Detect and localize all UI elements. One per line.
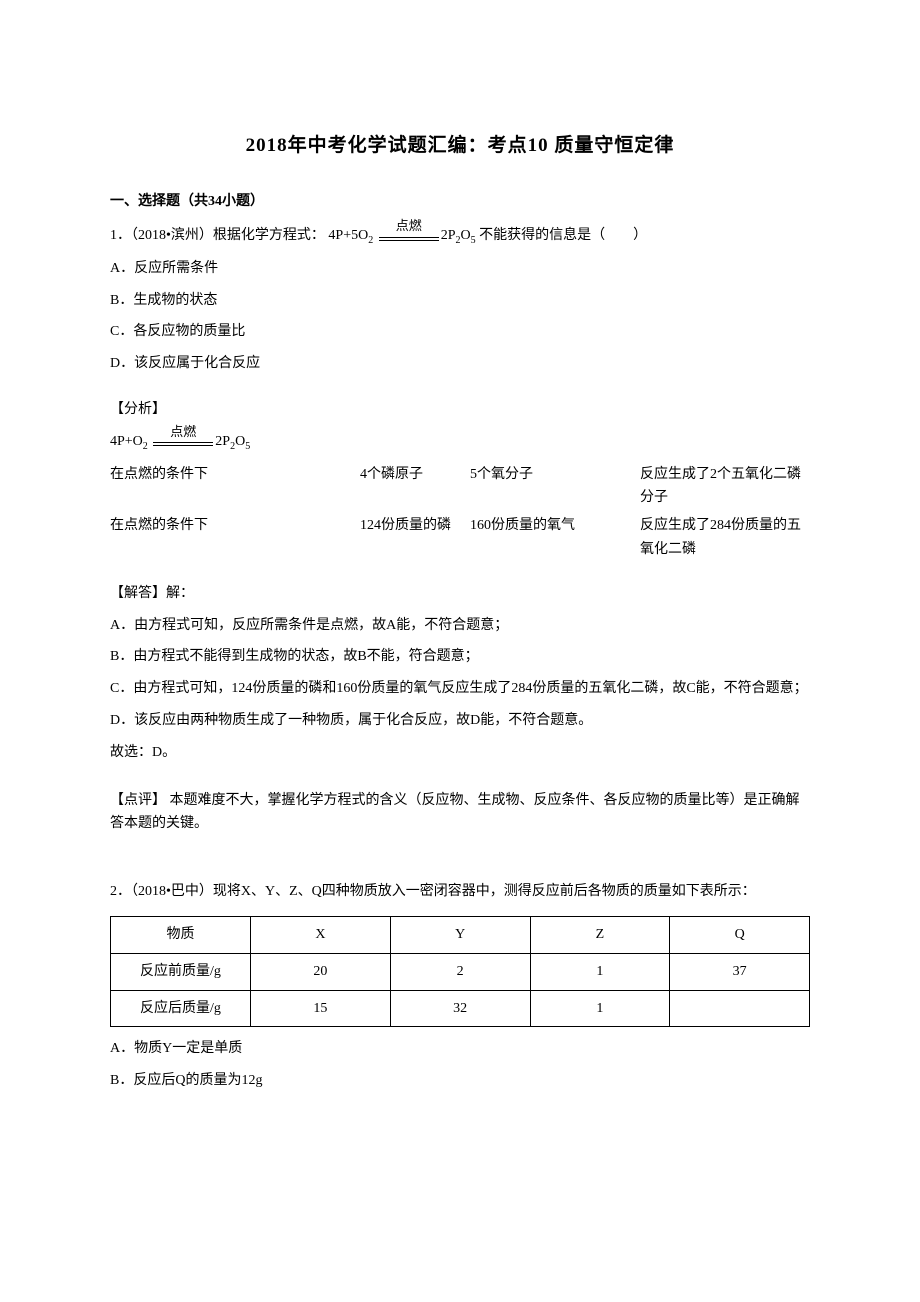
- q2-table: 物质 X Y Z Q 反应前质量/g 20 2 1 37 反应后质量/g 15 …: [110, 916, 810, 1027]
- table-cell: 32: [390, 990, 530, 1027]
- analysis-label: 【分析】: [110, 398, 810, 422]
- solution-label: 【解答】解：: [110, 582, 810, 606]
- q2-opt-b: B．反应后Q的质量为12g: [110, 1069, 810, 1093]
- solution-block: 【解答】解： A．由方程式可知，反应所需条件是点燃，故A能，不符合题意； B．由…: [110, 582, 810, 765]
- q1-prefix: 1．（2018•滨州）根据化学方程式：: [110, 228, 325, 243]
- q2-block: 2．（2018•巴中）现将X、Y、Z、Q四种物质放入一密闭容器中，测得反应前后各…: [110, 880, 810, 1093]
- table-cell: 15: [251, 990, 391, 1027]
- table-header-0: 物质: [111, 917, 251, 954]
- section-header: 一、选择题（共34小题）: [110, 190, 810, 214]
- solution-b: B．由方程式不能得到生成物的状态，故B不能，符合题意；: [110, 645, 810, 669]
- q2-intro: 2．（2018•巴中）现将X、Y、Z、Q四种物质放入一密闭容器中，测得反应前后各…: [110, 880, 810, 904]
- table-cell: 20: [251, 953, 391, 990]
- point-text: 本题难度不大，掌握化学方程式的含义（反应物、生成物、反应条件、各反应物的质量比等…: [110, 793, 800, 832]
- q1-line: 1．（2018•滨州）根据化学方程式： 4P+5O2 点燃 2P2O5 不能获得…: [110, 224, 810, 249]
- analysis-reaction: 4P+O2 点燃 2P2O5: [110, 430, 810, 455]
- point-label: 【点评】: [110, 793, 166, 808]
- solution-d: D．该反应由两种物质生成了一种物质，属于化合反应，故D能，不符合题意。: [110, 709, 810, 733]
- table-header-z: Z: [530, 917, 670, 954]
- analysis-row-1: 在点燃的条件下 4个磷原子 5个氧分子 反应生成了2个五氧化二磷分子: [110, 463, 810, 511]
- point-block: 【点评】 本题难度不大，掌握化学方程式的含义（反应物、生成物、反应条件、各反应物…: [110, 789, 810, 837]
- arrow-icon: 点燃: [151, 433, 215, 455]
- analysis-row-2: 在点燃的条件下 124份质量的磷 160份质量的氧气 反应生成了284份质量的五…: [110, 514, 810, 562]
- page-title: 2018年中考化学试题汇编：考点10 质量守恒定律: [110, 130, 810, 162]
- solution-c: C．由方程式可知，124份质量的磷和160份质量的氧气反应生成了284份质量的五…: [110, 677, 810, 701]
- q1-reaction: 4P+5O2 点燃 2P2O5: [328, 228, 479, 243]
- table-row2-label: 反应后质量/g: [111, 990, 251, 1027]
- table-header-y: Y: [390, 917, 530, 954]
- q2-opt-a: A．物质Y一定是单质: [110, 1037, 810, 1061]
- q1-suffix: 不能获得的信息是（ ）: [479, 228, 647, 243]
- arrow-icon: 点燃: [377, 227, 441, 249]
- table-cell: [670, 990, 810, 1027]
- q1-opt-d: D．该反应属于化合反应: [110, 352, 810, 376]
- table-cell: 37: [670, 953, 810, 990]
- table-header-x: X: [251, 917, 391, 954]
- q1-opt-a: A．反应所需条件: [110, 257, 810, 281]
- q1-opt-b: B．生成物的状态: [110, 289, 810, 313]
- table-cell: 1: [530, 990, 670, 1027]
- table-cell: 2: [390, 953, 530, 990]
- analysis-block: 【分析】 4P+O2 点燃 2P2O5 在点燃的条件下 4个磷原子 5个氧分子 …: [110, 398, 810, 562]
- table-header-q: Q: [670, 917, 810, 954]
- solution-answer: 故选：D。: [110, 741, 810, 765]
- solution-a: A．由方程式可知，反应所需条件是点燃，故A能，不符合题意；: [110, 614, 810, 638]
- q1-opt-c: C．各反应物的质量比: [110, 320, 810, 344]
- table-row1-label: 反应前质量/g: [111, 953, 251, 990]
- table-cell: 1: [530, 953, 670, 990]
